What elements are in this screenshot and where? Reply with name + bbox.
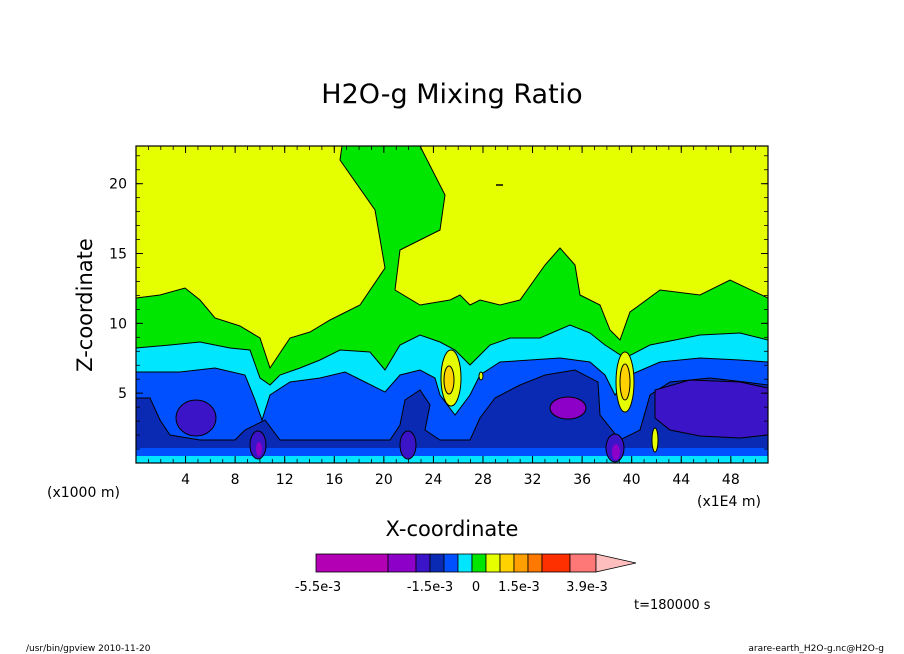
- y-tick-label: 15: [109, 247, 127, 263]
- lower-core-c: [612, 444, 620, 460]
- colorbar-swatch: [471, 553, 487, 573]
- x-tick-label: 8: [231, 472, 240, 488]
- contour-field: [136, 146, 768, 463]
- x-tick-label: 32: [524, 472, 542, 488]
- y-axis-label: Z-coordinate: [73, 238, 97, 372]
- x-tick-label: 44: [672, 472, 690, 488]
- y-axis-ticks: 5 10 15 20: [109, 155, 768, 450]
- colorbar-swatch: [315, 553, 389, 573]
- orange-core-b: [619, 363, 631, 401]
- y-tick-label: 5: [118, 386, 127, 402]
- small-yellow-dot: [478, 371, 484, 381]
- footer-left: /usr/bin/gpview 2010-11-20: [26, 644, 151, 654]
- colorbar-overflow-triangle: [595, 553, 637, 573]
- colorbar-swatch: [499, 553, 515, 573]
- colorbar-swatch: [485, 553, 501, 573]
- bottom-cyan-strip: [136, 456, 768, 463]
- colorbar-label-3: 0: [472, 580, 480, 595]
- x-unit-right: (x1E4 m): [697, 494, 761, 510]
- x-unit-left: (x1000 m): [47, 485, 120, 501]
- colorbar-swatch: [443, 553, 459, 573]
- colorbar-swatch: [513, 553, 529, 573]
- violet-blob: [549, 396, 587, 420]
- yellow-streak: [651, 427, 659, 453]
- chart-title: H2O-g Mixing Ratio: [321, 79, 582, 110]
- time-label: t=180000 s: [634, 598, 711, 613]
- colorbar: [315, 553, 637, 573]
- y-tick-label: 20: [109, 177, 127, 193]
- footer-right: arare-earth_H2O-g.nc@H2O-g: [748, 644, 884, 654]
- colorbar-swatch: [457, 553, 473, 573]
- x-tick-label: 28: [474, 472, 492, 488]
- y-tick-label: 10: [109, 316, 127, 332]
- colorbar-label-5: 3.9e-3: [566, 580, 608, 595]
- colorbar-swatch: [541, 553, 571, 573]
- x-tick-label: 36: [573, 472, 591, 488]
- plot-frame: [135, 145, 769, 464]
- lower-blob-b: [399, 430, 417, 460]
- colorbar-swatch: [429, 553, 445, 573]
- x-tick-label: 12: [276, 472, 294, 488]
- colorbar-swatch: [415, 553, 431, 573]
- x-tick-label: 40: [623, 472, 641, 488]
- colorbar-label-4: 1.5e-3: [498, 580, 540, 595]
- x-tick-label: 24: [424, 472, 442, 488]
- x-tick-label: 20: [375, 472, 393, 488]
- colorbar-swatch: [387, 553, 417, 573]
- purple-blob: [175, 399, 217, 437]
- lower-core-a: [256, 442, 262, 456]
- colorbar-swatch: [527, 553, 543, 573]
- x-tick-label: 4: [181, 472, 190, 488]
- x-axis-label: X-coordinate: [386, 517, 519, 541]
- colorbar-label-1: -5.5e-3: [295, 580, 341, 595]
- colorbar-swatch: [569, 553, 597, 573]
- orange-core-a: [443, 365, 455, 395]
- x-tick-label: 48: [722, 472, 740, 488]
- x-tick-label: 16: [325, 472, 343, 488]
- colorbar-label-2: -1.5e-3: [407, 580, 453, 595]
- right-dark-region: [654, 379, 768, 439]
- x-axis-ticks: 4 8 12 16 20 24 28 32 36 40 44 48: [147, 146, 757, 488]
